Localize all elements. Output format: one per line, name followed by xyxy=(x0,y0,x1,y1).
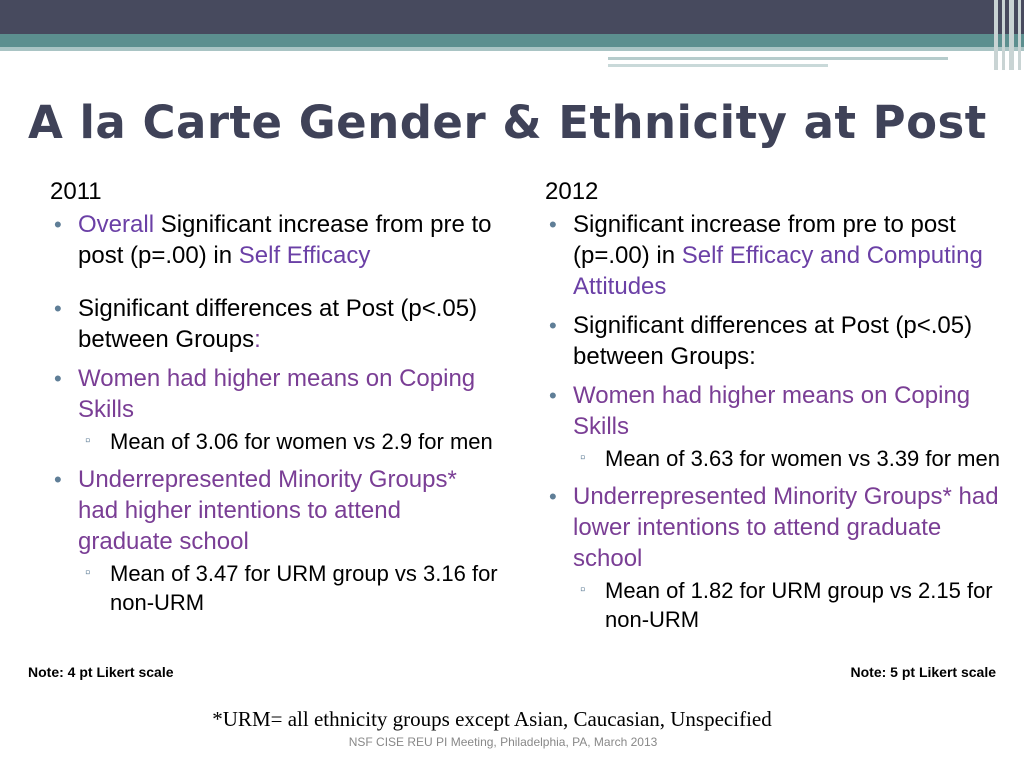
bullet-urm-intentions: • Underrepresented Minority Groups* had … xyxy=(50,464,500,557)
sub-bullet-urm-mean: ▫ Mean of 1.82 for URM group vs 2.15 for… xyxy=(545,576,1005,634)
bullet-women-coping: • Women had higher means on Coping Skill… xyxy=(545,380,1005,442)
highlight-text: Self Efficacy xyxy=(238,242,371,269)
header-bar-dark xyxy=(0,0,1024,34)
header-vertical-stripes xyxy=(992,0,1024,70)
bullet-overall-increase: • Significant increase from pre to post … xyxy=(545,209,1005,302)
bullet-text: Women had higher means on Coping Skills xyxy=(78,365,476,423)
year-label: 2011 xyxy=(50,178,102,205)
highlight-text: Overall xyxy=(78,211,155,238)
sub-bullet-women-mean: ▫ Mean of 3.63 for women vs 3.39 for men xyxy=(545,444,1005,473)
bullet-differences: • Significant differences at Post (p<.05… xyxy=(50,293,500,355)
highlight-text: Self Efficacy and Computing Attitudes xyxy=(573,242,983,300)
sub-bullet-icon: ▫ xyxy=(580,581,586,598)
header-accent-line xyxy=(608,57,948,60)
footer-credit: NSF CISE REU PI Meeting, Philadelphia, P… xyxy=(348,735,658,749)
note-likert-2012: Note: 5 pt Likert scale xyxy=(850,664,997,680)
header-bar-teal-light xyxy=(0,47,1024,51)
sub-bullet-text: Mean of 3.47 for URM group vs 3.16 for n… xyxy=(110,561,498,615)
bullet-text: Significant differences at Post (p<.05) … xyxy=(573,312,973,370)
bullet-icon: • xyxy=(54,366,62,391)
sub-bullet-urm-mean: ▫ Mean of 3.47 for URM group vs 3.16 for… xyxy=(50,559,500,617)
bullet-icon: • xyxy=(54,467,62,492)
bullet-differences: • Significant differences at Post (p<.05… xyxy=(545,310,1005,372)
bullet-text: Significant increase from pre to post (p… xyxy=(78,211,492,269)
bullet-women-coping: • Women had higher means on Coping Skill… xyxy=(50,363,500,425)
bullet-icon: • xyxy=(549,212,557,237)
sub-bullet-text: Mean of 1.82 for URM group vs 2.15 for n… xyxy=(605,578,993,632)
bullet-icon: • xyxy=(54,296,62,321)
sub-bullet-icon: ▫ xyxy=(580,449,586,466)
slide-title: A la Carte Gender & Ethnicity at Post xyxy=(28,96,987,149)
bullet-text: Women had higher means on Coping Skills xyxy=(573,382,971,440)
header-accent-line-short xyxy=(608,64,828,67)
bullet-icon: • xyxy=(549,313,557,338)
sub-bullet-icon: ▫ xyxy=(85,564,91,581)
bullet-text: Underrepresented Minority Groups* had lo… xyxy=(573,483,999,572)
bullet-text: Significant increase from pre to post (p… xyxy=(573,211,956,269)
sub-bullet-text: Mean of 3.06 for women vs 2.9 for men xyxy=(110,429,493,454)
column-2012: 2012 • Significant increase from pre to … xyxy=(545,176,1005,634)
bullet-colon: : xyxy=(254,326,261,353)
bullet-text: Underrepresented Minority Groups* had hi… xyxy=(78,466,457,555)
bullet-icon: • xyxy=(54,212,62,237)
sub-bullet-icon: ▫ xyxy=(85,432,91,449)
urm-footnote: *URM= all ethnicity groups except Asian,… xyxy=(212,707,772,731)
sub-bullet-text: Mean of 3.63 for women vs 3.39 for men xyxy=(605,446,1000,471)
bullet-icon: • xyxy=(549,383,557,408)
header-bar-teal xyxy=(0,34,1024,47)
bullet-urm-intentions: • Underrepresented Minority Groups* had … xyxy=(545,481,1005,574)
sub-bullet-women-mean: ▫ Mean of 3.06 for women vs 2.9 for men xyxy=(50,427,500,456)
bullet-text: Significant differences at Post (p<.05) … xyxy=(78,295,478,353)
bullet-icon: • xyxy=(549,484,557,509)
year-label: 2012 xyxy=(545,178,599,205)
note-likert-2011: Note: 4 pt Likert scale xyxy=(28,664,174,680)
column-2011: 2011 • Overall Significant increase from… xyxy=(50,176,500,617)
bullet-overall-increase: • Overall Significant increase from pre … xyxy=(50,209,500,271)
